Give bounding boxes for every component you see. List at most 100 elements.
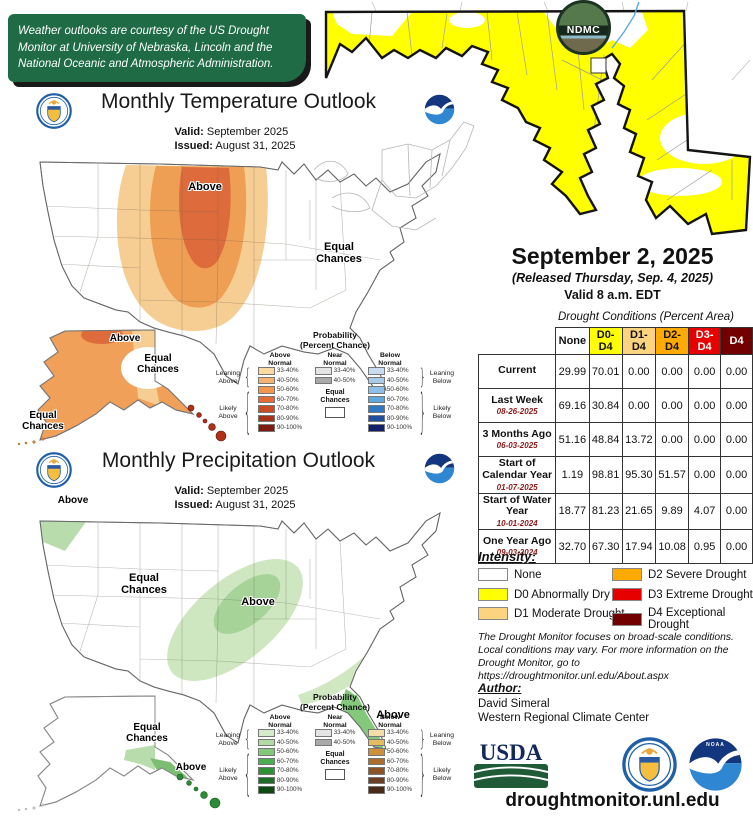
legend-swatch	[257, 767, 275, 775]
legend-percent-label: 40-50%	[333, 738, 356, 746]
legend-swatch	[314, 738, 332, 747]
table-header-row: None D0-D4 D1-D4 D2-D4 D3-D4 D4	[479, 327, 753, 355]
legend-below-column: Below Normal 33-40% 40-50% 50-60% 60-70% 70-…	[364, 352, 416, 437]
legend-swatch	[257, 376, 275, 385]
equal-chances-label: Equal Chances	[320, 751, 350, 767]
table-row: Last Week 08-26-2025 69.16 30.84 0.00 0.0…	[477, 388, 753, 423]
legend-right-brackets: } Leaning Below } Likely Below	[419, 365, 457, 441]
usda-logo-text: USDA	[479, 740, 543, 765]
legend-swatch	[367, 367, 385, 375]
author-label: Author:	[478, 681, 522, 695]
legend-percent-label: 50-60%	[276, 748, 299, 756]
equal-chances-swatch	[325, 769, 345, 781]
legend-swatch	[367, 395, 385, 404]
temperature-alaska-map	[17, 329, 194, 446]
table-cell: 0.00	[720, 354, 753, 389]
precip-alaska-equal-label: Equal Chances	[126, 722, 168, 744]
col-header-d3-d4: D3-D4	[688, 327, 722, 355]
table-cell: 30.84	[588, 388, 623, 423]
legend-swatch	[257, 395, 275, 404]
valid-value: September 2025	[206, 485, 289, 497]
intensity-label: D2 Severe Drought	[648, 568, 747, 581]
table-cell: 18.77	[555, 492, 590, 530]
attribution-text: Weather outlooks are courtesy of the US …	[18, 25, 274, 71]
issued-value: August 31, 2025	[215, 499, 296, 512]
legend-percent-label: 33-40%	[386, 729, 409, 737]
legend-percent-label: 70-80%	[386, 405, 409, 413]
legend-percent-label: 33-40%	[333, 367, 356, 375]
legend-swatch	[367, 376, 385, 385]
leaning-below-label: Leaning Below	[429, 732, 455, 747]
precipitation-probability-legend: Probability (Percent Chance) Leaning Abo…	[210, 692, 460, 803]
noaa-logo-text: NOAA	[706, 742, 725, 748]
leaning-below-label: Leaning Below	[429, 370, 455, 385]
table-cell: 29.99	[555, 354, 590, 389]
state-borders	[43, 162, 381, 352]
table-cell: 0.95	[688, 529, 722, 564]
ndmc-logo-text: NDMC	[566, 24, 601, 37]
legend-swatch	[257, 414, 275, 423]
drought-conditions-table: None D0-D4 D1-D4 D2-D4 D3-D4 D4 Current …	[477, 327, 753, 564]
table-cell: 0.00	[720, 388, 753, 423]
intensity-item-d4: D4 Exceptional Drought	[612, 607, 753, 631]
row-label: Start of Calendar Year	[482, 457, 553, 481]
table-cell: 0.00	[688, 388, 722, 423]
table-row: 3 Months Ago 06-03-2025 51.16 48.84 13.72…	[477, 422, 753, 457]
legend-percent-label: 40-50%	[333, 376, 356, 384]
dc-square	[590, 57, 607, 74]
table-cell: 9.89	[654, 492, 690, 530]
legend-swatch	[257, 424, 275, 432]
legend-near-column: Near Normal 33-40% 40-50% Equal Chances	[309, 352, 361, 437]
dept-of-commerce-seal-icon	[36, 93, 72, 129]
legend-percent-label: 90-100%	[276, 424, 303, 432]
table-cell: 0.00	[654, 422, 690, 457]
legend-percent-label: 50-60%	[386, 386, 409, 394]
table-cell: 0.00	[688, 422, 722, 457]
legend-swatch	[314, 376, 332, 385]
table-cell: 10.08	[654, 529, 690, 564]
dept-of-commerce-seal-icon	[622, 737, 677, 792]
col-header-d0-d4: D0-D4	[588, 327, 623, 355]
usda-logo: USDA	[473, 740, 549, 793]
legend-percent-label: 33-40%	[333, 729, 356, 737]
table-row: Start of Water Year 10-01-2024 18.77 81.2…	[477, 492, 753, 530]
table-cell: 51.57	[654, 456, 690, 494]
valid-label: Valid:	[174, 126, 204, 138]
precip-alaska-above-label: Above	[175, 762, 207, 773]
legend-percent-label: 80-90%	[276, 414, 299, 422]
legend-below-column: Below Normal 33-40% 40-50% 50-60% 60-70% 70-…	[364, 714, 416, 799]
table-cell: 67.30	[588, 529, 623, 564]
legend-percent-label: 60-70%	[276, 395, 299, 403]
table-cell: 81.23	[588, 492, 623, 530]
legend-right-brackets: } Leaning Below } Likely Below	[419, 728, 457, 803]
above-normal-header: Above Normal	[268, 352, 292, 367]
legend-percent-label: 80-90%	[386, 776, 409, 784]
brace-icon: }	[419, 365, 426, 391]
intensity-item-d1: D1 Moderate Drought	[478, 607, 625, 620]
legend-percent-label: 50-60%	[386, 748, 409, 756]
legend-percent-label: 90-100%	[386, 424, 413, 432]
legend-percent-label: 40-50%	[386, 738, 409, 746]
noaa-logo-icon	[424, 453, 455, 484]
intensity-item-d0: D0 Abnormally Dry	[478, 588, 610, 601]
legend-swatch	[367, 786, 385, 794]
intensity-title: Intensity:	[478, 549, 536, 564]
row-date: 01-07-2025	[496, 482, 538, 492]
legend-percent-label: 90-100%	[386, 786, 413, 794]
table-cell: 48.84	[588, 422, 623, 457]
table-cell: 32.70	[555, 529, 590, 564]
row-date: 09-03-2024	[496, 548, 538, 558]
legend-swatch	[367, 757, 385, 766]
droughtmonitor-website-link[interactable]: droughtmonitor.unl.edu	[505, 790, 720, 811]
legend-swatch	[257, 776, 275, 785]
below-normal-header: Below Normal	[378, 714, 402, 729]
precipitation-outlook-panel: Monthly Precipitation Outlook Valid: Sep…	[10, 447, 460, 819]
row-label: Last Week	[491, 393, 543, 406]
table-cell: 17.94	[621, 529, 656, 564]
legend-swatch	[314, 367, 332, 375]
legend-percent-label: 40-50%	[276, 738, 299, 746]
disclaimer-text: The Drought Monitor focuses on broad-sca…	[478, 632, 734, 682]
brace-icon: }	[419, 384, 426, 441]
legend-percent-label: 70-80%	[276, 405, 299, 413]
